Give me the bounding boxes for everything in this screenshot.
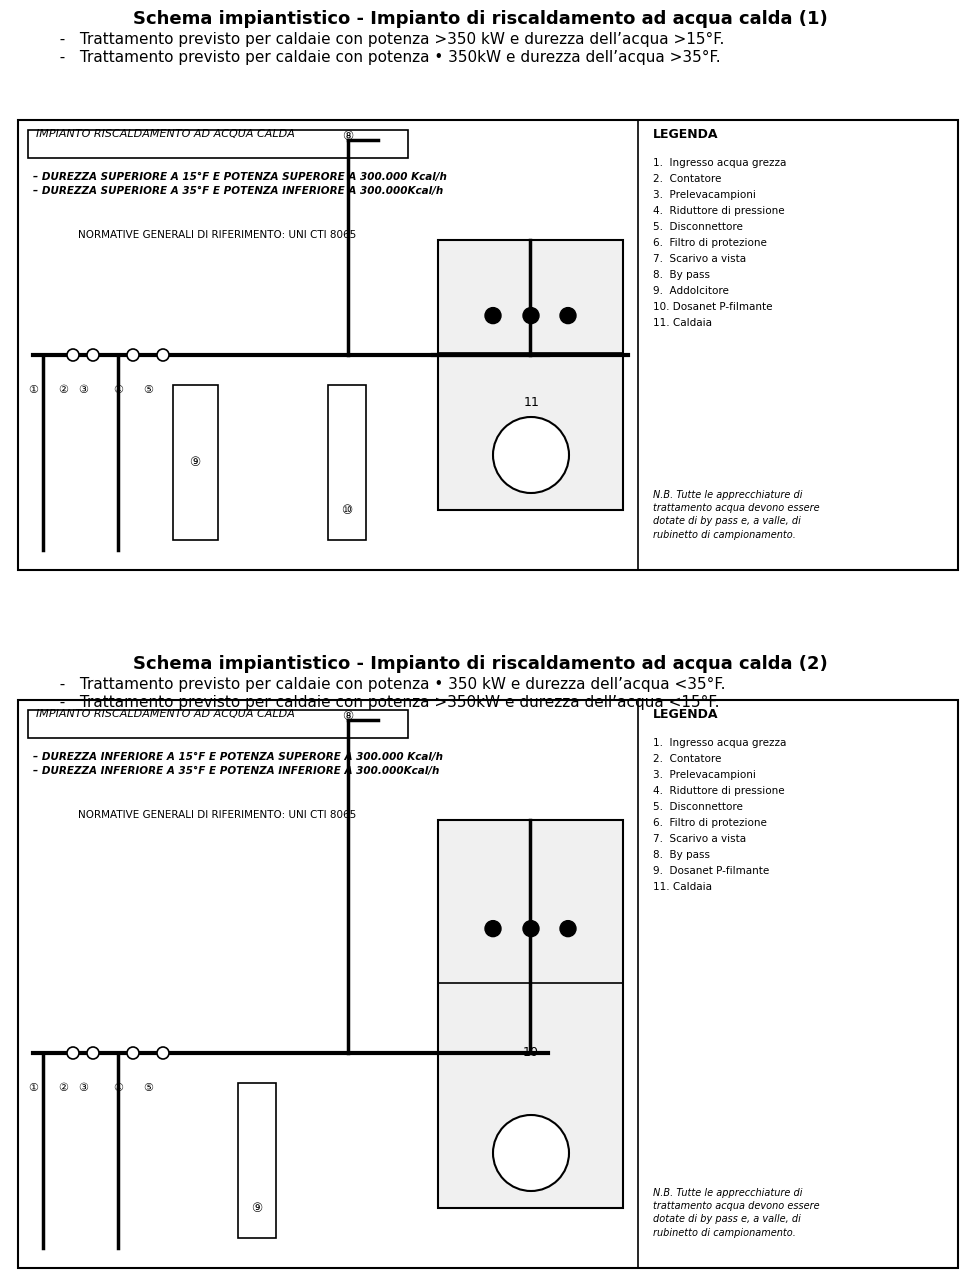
Text: 9.  Dosanet P-filmante: 9. Dosanet P-filmante <box>653 865 769 876</box>
Text: $\it{10}$: $\it{10}$ <box>522 1047 540 1060</box>
Text: Schema impiantistico - Impianto di riscaldamento ad acqua calda (1): Schema impiantistico - Impianto di risca… <box>132 10 828 28</box>
Text: 1.  Ingresso acqua grezza: 1. Ingresso acqua grezza <box>653 158 786 168</box>
Text: 10. Dosanet P-filmante: 10. Dosanet P-filmante <box>653 302 773 312</box>
Text: 2.  Contatore: 2. Contatore <box>653 754 721 764</box>
Text: 3.  Prelevacampioni: 3. Prelevacampioni <box>653 770 756 781</box>
Text: Schema impiantistico - Impianto di riscaldamento ad acqua calda (2): Schema impiantistico - Impianto di risca… <box>132 655 828 673</box>
Bar <box>28 710 408 738</box>
Circle shape <box>67 1047 79 1058</box>
Circle shape <box>560 307 576 324</box>
Text: 4.  Riduttore di pressione: 4. Riduttore di pressione <box>653 206 784 216</box>
Text: -   Trattamento previsto per caldaie con potenza >350kW e durezza dell’acqua <15: - Trattamento previsto per caldaie con p… <box>50 694 719 710</box>
Bar <box>28 130 408 158</box>
Bar <box>438 240 623 511</box>
Text: – DUREZZA INFERIORE A 15°F E POTENZA SUPERORE A 300.000 Kcal/h: – DUREZZA INFERIORE A 15°F E POTENZA SUP… <box>33 752 443 763</box>
Text: ④: ④ <box>113 385 123 395</box>
Circle shape <box>493 1115 569 1191</box>
Text: 3.  Prelevacampioni: 3. Prelevacampioni <box>653 190 756 201</box>
Text: ④: ④ <box>113 1083 123 1093</box>
Bar <box>18 120 958 570</box>
Circle shape <box>157 349 169 361</box>
Text: ⑨: ⑨ <box>252 1201 263 1214</box>
Circle shape <box>493 417 569 493</box>
Text: 7.  Scarivo a vista: 7. Scarivo a vista <box>653 255 746 264</box>
Bar <box>18 700 958 1268</box>
Text: ⑧: ⑧ <box>343 710 353 723</box>
Text: 7.  Scarivo a vista: 7. Scarivo a vista <box>653 835 746 844</box>
Text: 9.  Addolcitore: 9. Addolcitore <box>653 285 729 296</box>
Text: 8.  By pass: 8. By pass <box>653 270 710 280</box>
Circle shape <box>67 349 79 361</box>
Circle shape <box>87 349 99 361</box>
Circle shape <box>87 1047 99 1058</box>
Text: ①: ① <box>28 385 38 395</box>
Text: ⑧: ⑧ <box>343 130 353 143</box>
Text: IMPIANTO RISCALDAMENTO AD ACQUA CALDA: IMPIANTO RISCALDAMENTO AD ACQUA CALDA <box>36 129 295 139</box>
Text: ⑩: ⑩ <box>342 504 352 517</box>
Text: -   Trattamento previsto per caldaie con potenza • 350 kW e durezza dell’acqua <: - Trattamento previsto per caldaie con p… <box>50 676 726 692</box>
Text: 6.  Filtro di protezione: 6. Filtro di protezione <box>653 238 767 248</box>
Text: – DUREZZA SUPERIORE A 35°F E POTENZA INFERIORE A 300.000Kcal/h: – DUREZZA SUPERIORE A 35°F E POTENZA INF… <box>33 186 444 195</box>
Text: 4.  Riduttore di pressione: 4. Riduttore di pressione <box>653 786 784 796</box>
Circle shape <box>485 307 501 324</box>
Text: 6.  Filtro di protezione: 6. Filtro di protezione <box>653 818 767 828</box>
Text: 2.  Contatore: 2. Contatore <box>653 174 721 184</box>
Text: 8.  By pass: 8. By pass <box>653 850 710 860</box>
Text: – DUREZZA SUPERIORE A 15°F E POTENZA SUPERORE A 300.000 Kcal/h: – DUREZZA SUPERIORE A 15°F E POTENZA SUP… <box>33 172 446 183</box>
Text: ②: ② <box>58 385 68 395</box>
Circle shape <box>157 1047 169 1058</box>
Text: -   Trattamento previsto per caldaie con potenza >350 kW e durezza dell’acqua >1: - Trattamento previsto per caldaie con p… <box>50 32 725 48</box>
Text: 1.  Ingresso acqua grezza: 1. Ingresso acqua grezza <box>653 738 786 748</box>
Text: IMPIANTO RISCALDAMENTO AD ACQUA CALDA: IMPIANTO RISCALDAMENTO AD ACQUA CALDA <box>36 709 295 719</box>
Text: ⑤: ⑤ <box>143 1083 153 1093</box>
Text: LEGENDA: LEGENDA <box>653 707 718 720</box>
Text: N.B. Tutte le apprecchiature di
trattamento acqua devono essere
dotate di by pas: N.B. Tutte le apprecchiature di trattame… <box>653 1188 820 1237</box>
Bar <box>238 1083 276 1238</box>
Text: – DUREZZA INFERIORE A 35°F E POTENZA INFERIORE A 300.000Kcal/h: – DUREZZA INFERIORE A 35°F E POTENZA INF… <box>33 766 440 775</box>
Text: LEGENDA: LEGENDA <box>653 127 718 140</box>
Text: ⑤: ⑤ <box>143 385 153 395</box>
Text: N.B. Tutte le apprecchiature di
trattamento acqua devono essere
dotate di by pas: N.B. Tutte le apprecchiature di trattame… <box>653 490 820 540</box>
Circle shape <box>523 307 539 324</box>
Text: 11. Caldaia: 11. Caldaia <box>653 318 712 328</box>
Text: ⑨: ⑨ <box>189 457 201 469</box>
Text: ③: ③ <box>78 385 88 395</box>
Bar <box>328 385 366 540</box>
Circle shape <box>523 921 539 936</box>
Text: ②: ② <box>58 1083 68 1093</box>
Bar <box>438 820 623 1208</box>
Text: NORMATIVE GENERALI DI RIFERIMENTO: UNI CTI 8065: NORMATIVE GENERALI DI RIFERIMENTO: UNI C… <box>78 230 356 240</box>
Text: ③: ③ <box>78 1083 88 1093</box>
Text: -   Trattamento previsto per caldaie con potenza • 350kW e durezza dell’acqua >3: - Trattamento previsto per caldaie con p… <box>50 50 721 66</box>
Circle shape <box>127 1047 139 1058</box>
Text: 5.  Disconnettore: 5. Disconnettore <box>653 222 743 231</box>
Circle shape <box>560 921 576 936</box>
Bar <box>173 385 218 540</box>
Circle shape <box>485 921 501 936</box>
Text: NORMATIVE GENERALI DI RIFERIMENTO: UNI CTI 8065: NORMATIVE GENERALI DI RIFERIMENTO: UNI C… <box>78 810 356 820</box>
Text: 5.  Disconnettore: 5. Disconnettore <box>653 802 743 811</box>
Text: $\it{11}$: $\it{11}$ <box>522 396 540 409</box>
Text: ①: ① <box>28 1083 38 1093</box>
Circle shape <box>127 349 139 361</box>
Text: 11. Caldaia: 11. Caldaia <box>653 882 712 892</box>
